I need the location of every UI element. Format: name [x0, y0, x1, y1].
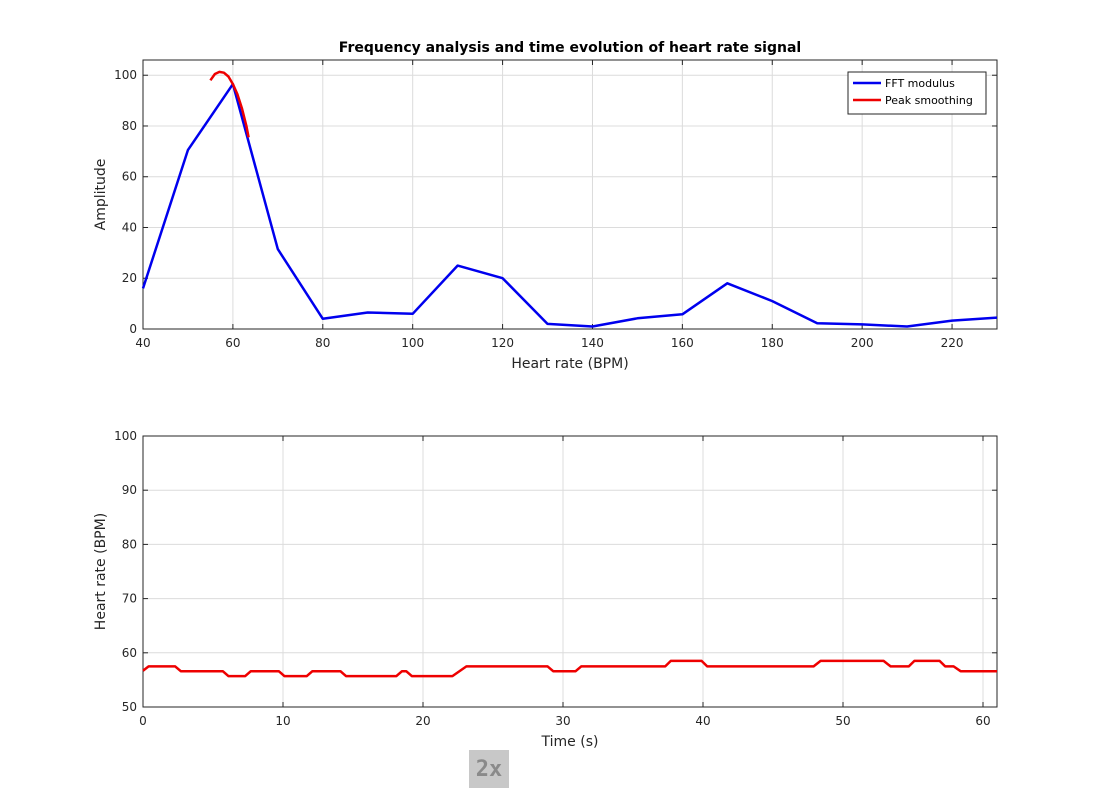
subplot-2: 0 10 20 30 40 50 60 50 60 70 80 90 100 Time (s) Heart … — [93, 429, 998, 750]
series-line-1 — [142, 659, 997, 678]
chart-title: Frequency analysis and time evolution of… — [339, 40, 801, 56]
x-tick-label: 60 — [225, 336, 240, 350]
y-tick-label: 80 — [122, 119, 137, 133]
y-tick-label: 100 — [114, 68, 137, 82]
y-tick-label: 60 — [122, 646, 137, 660]
x-tick-label: 120 — [491, 336, 514, 350]
x-tick-label: 10 — [275, 714, 290, 728]
playback-speed-button[interactable]: 2x — [469, 750, 509, 788]
y-tick-label: 80 — [122, 537, 137, 551]
x-tick-label: 30 — [555, 714, 570, 728]
x-tick-label: 60 — [975, 714, 990, 728]
subplot-1: 40 60 80 100 120 140 160 180 200 220 0 20 40 60 80 100 H… — [93, 40, 998, 372]
x-tick-label: 220 — [941, 336, 964, 350]
x-tick-label: 40 — [695, 714, 710, 728]
x-tick-label: 100 — [401, 336, 424, 350]
y-tick-label: 60 — [122, 170, 137, 184]
x-tick-label: 50 — [835, 714, 850, 728]
y-tick-label: 70 — [122, 592, 137, 606]
x-tick-label: 160 — [671, 336, 694, 350]
x-tick-label: 0 — [139, 714, 147, 728]
x-tick-label: 20 — [415, 714, 430, 728]
y-tick-label: 20 — [122, 271, 137, 285]
y-tick-label: 40 — [122, 220, 137, 234]
y-tick-label: 90 — [122, 483, 137, 497]
y-axis-label: Amplitude — [93, 159, 109, 231]
x-axis-label: Heart rate (BPM) — [511, 356, 628, 372]
series-line-fft-modulus — [141, 82, 998, 328]
legend-entry: FFT modulus — [885, 77, 955, 90]
axes-box — [142, 435, 998, 708]
x-tick-label: 180 — [761, 336, 784, 350]
x-tick-label: 140 — [581, 336, 604, 350]
axes-box — [142, 59, 998, 330]
series-line-peak-smoothing — [209, 70, 250, 138]
x-axis-label: Time (s) — [541, 734, 599, 750]
legend-entry: Peak smoothing — [885, 94, 973, 107]
y-tick-label: 100 — [114, 429, 137, 443]
y-tick-label: 50 — [122, 700, 137, 714]
legend-box — [847, 71, 987, 115]
x-tick-label: 80 — [315, 336, 330, 350]
y-tick-label: 0 — [129, 322, 137, 336]
legend: FFT modulus Peak smoothing — [847, 71, 987, 115]
y-axis-label: Heart rate (BPM) — [93, 513, 109, 630]
x-tick-label: 200 — [851, 336, 874, 350]
x-tick-label: 40 — [135, 336, 150, 350]
